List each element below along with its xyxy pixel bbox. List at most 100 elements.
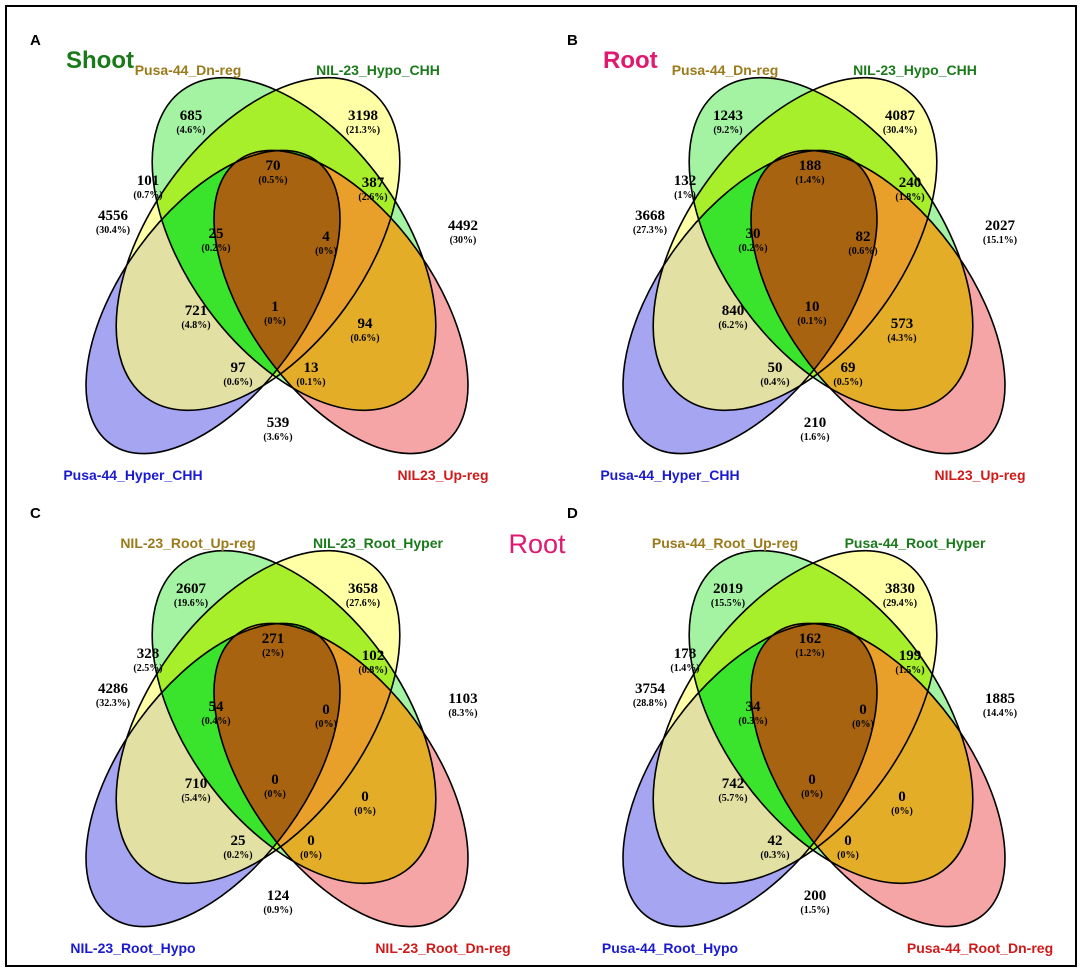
region-count-cd: 199	[899, 648, 922, 664]
region-percent-ab: (1.4%)	[670, 663, 699, 674]
region-percent-bc: (1.4%)	[795, 175, 824, 186]
region-percent-ad: (0%)	[837, 850, 859, 861]
region-percent-acd: (0%)	[354, 806, 376, 817]
region-percent-ac: (6.2%)	[718, 320, 747, 331]
region-percent-c: (27.6%)	[346, 598, 380, 609]
region-percent-abc: (0.3%)	[738, 716, 767, 727]
region-percent-a: (28.8%)	[633, 698, 667, 709]
panel-letter: D	[567, 505, 578, 522]
region-count-bcd: 4	[322, 229, 330, 245]
region-percent-b: (19.6%)	[174, 598, 208, 609]
set-label-d: NIL23_Up-reg	[397, 467, 488, 483]
set-label-b: Pusa-44_Root_Up-reg	[652, 535, 798, 551]
region-count-ad: 0	[844, 833, 852, 849]
region-count-ab: 132	[674, 173, 697, 189]
set-label-d: NIL23_Up-reg	[934, 467, 1025, 483]
region-percent-bd: (0.9%)	[263, 905, 292, 916]
region-count-bc: 271	[262, 631, 285, 647]
region-percent-abd: (0.4%)	[760, 377, 789, 388]
panel-title: Root	[603, 47, 658, 74]
region-percent-ab: (2.5%)	[133, 663, 162, 674]
region-percent-bcd: (0.6%)	[848, 246, 877, 257]
region-percent-abc: (0.2%)	[738, 243, 767, 254]
region-count-abcd: 10	[805, 299, 820, 315]
set-label-c: NIL-23_Root_Hyper	[313, 535, 443, 551]
set-outline-b	[652, 549, 938, 885]
region-count-a: 4286	[98, 681, 129, 697]
region-count-abd: 42	[768, 833, 783, 849]
region-percent-bc: (2%)	[262, 648, 284, 659]
set-label-d: Pusa-44_Root_Dn-reg	[907, 940, 1053, 956]
region-count-ab: 328	[137, 646, 160, 662]
region-percent-abd: (0.3%)	[760, 850, 789, 861]
region-percent-d: (30%)	[450, 235, 477, 246]
region-percent-a: (30.4%)	[96, 225, 130, 236]
panel-letter: A	[30, 32, 41, 49]
region-percent-d: (15.1%)	[983, 235, 1017, 246]
set-outline-c	[151, 76, 437, 412]
region-count-ad: 69	[841, 360, 856, 376]
region-percent-ad: (0.1%)	[296, 377, 325, 388]
region-count-c: 3830	[885, 581, 915, 597]
venn-panel-a: A Shoot Pusa-44_Hyper_CHH Pusa-44_Dn-reg NIL…	[30, 32, 489, 483]
region-count-c: 4087	[885, 108, 916, 124]
region-count-abd: 50	[768, 360, 783, 376]
region-count-ac: 840	[722, 303, 745, 319]
region-count-bcd: 82	[856, 229, 871, 245]
region-percent-abd: (0.6%)	[223, 377, 252, 388]
region-count-a: 3754	[635, 681, 666, 697]
set-label-c: Pusa-44_Root_Hyper	[845, 535, 986, 551]
region-percent-acd: (0%)	[891, 806, 913, 817]
set-outline-d	[750, 149, 1006, 455]
region-count-cd: 102	[362, 648, 385, 664]
region-percent-abcd: (0.1%)	[797, 316, 826, 327]
region-count-ac: 710	[185, 776, 208, 792]
region-count-abc: 25	[209, 226, 224, 242]
set-label-a: NIL-23_Root_Hypo	[70, 940, 195, 956]
region-percent-bc: (0.5%)	[258, 175, 287, 186]
region-percent-bcd: (0%)	[315, 246, 337, 257]
region-count-a: 4556	[98, 208, 129, 224]
region-percent-cd: (0.8%)	[358, 665, 387, 676]
set-outline-d	[750, 622, 1006, 928]
region-percent-ad: (0%)	[300, 850, 322, 861]
region-count-d: 4492	[448, 218, 478, 234]
region-count-d: 1885	[985, 691, 1015, 707]
region-count-ac: 721	[185, 303, 208, 319]
region-percent-b: (15.5%)	[711, 598, 745, 609]
panel-letter: B	[567, 32, 578, 49]
region-percent-cd: (1.5%)	[895, 665, 924, 676]
region-percent-b: (9.2%)	[713, 125, 742, 136]
venn-panel-c: C NIL-23_Root_Hypo NIL-23_Root_Up-reg NIL-2…	[30, 505, 511, 956]
region-count-b: 1243	[713, 108, 743, 124]
region-percent-c: (21.3%)	[346, 125, 380, 136]
region-percent-bd: (3.6%)	[263, 432, 292, 443]
region-percent-bd: (1.6%)	[800, 432, 829, 443]
region-count-bd: 539	[267, 415, 290, 431]
region-count-acd: 0	[898, 789, 906, 805]
set-outline-d	[213, 149, 469, 455]
region-percent-c: (30.4%)	[883, 125, 917, 136]
region-percent-acd: (0.6%)	[350, 333, 379, 344]
region-count-bc: 70	[266, 158, 281, 174]
region-percent-ac: (4.8%)	[181, 320, 210, 331]
region-percent-abc: (0.4%)	[201, 716, 230, 727]
region-count-cd: 387	[362, 175, 385, 191]
set-outline-b	[115, 549, 401, 885]
region-percent-bcd: (0%)	[315, 719, 337, 730]
region-percent-d: (8.3%)	[448, 708, 477, 719]
region-percent-bcd: (0%)	[852, 719, 874, 730]
region-count-acd: 0	[361, 789, 369, 805]
region-count-ad: 0	[307, 833, 315, 849]
region-percent-a: (32.3%)	[96, 698, 130, 709]
set-outline-b	[115, 76, 401, 412]
region-count-d: 1103	[448, 691, 477, 707]
set-outline-c	[688, 549, 974, 885]
region-percent-a: (27.3%)	[633, 225, 667, 236]
region-count-ab: 178	[674, 646, 697, 662]
region-count-acd: 94	[358, 316, 374, 332]
set-label-a: Pusa-44_Root_Hypo	[602, 940, 738, 956]
region-count-b: 685	[180, 108, 203, 124]
set-label-c: NIL-23_Hypo_CHH	[853, 62, 977, 78]
